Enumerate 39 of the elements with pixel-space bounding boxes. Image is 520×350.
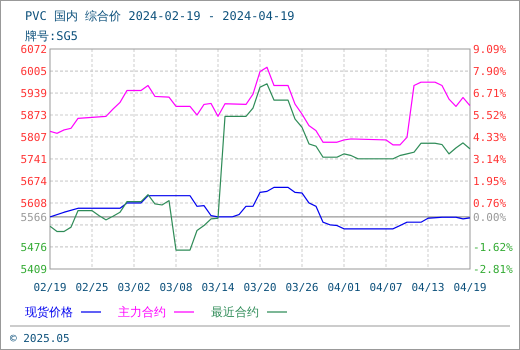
y2-tick-label: 9.09% [473, 43, 506, 56]
y-tick-label: 6005 [20, 65, 47, 78]
y2-tick-label: 3.14% [473, 153, 506, 166]
x-tick-label: 04/19 [453, 281, 487, 294]
x-tick-label: 02/25 [75, 281, 109, 294]
x-tick-label: 03/14 [201, 281, 235, 294]
y2-tick-label: 1.95% [473, 175, 506, 188]
text: © 2025.05 [10, 332, 70, 345]
y-tick-label: 5409 [20, 263, 47, 276]
legend-label: 现货价格 [25, 305, 73, 319]
x-tick-label: 03/08 [159, 281, 193, 294]
y2-tick-label: 0.76% [473, 197, 506, 210]
y-tick-label: 5476 [20, 240, 47, 254]
chart-subtitle: 牌号:SG5 [25, 29, 78, 43]
y-tick-label: 6072 [20, 43, 47, 56]
x-tick-label: 03/20 [243, 281, 277, 294]
y2-tick-label: 7.90% [473, 65, 506, 78]
x-tick-label: 04/07 [369, 281, 403, 294]
legend-label: 最近合约 [211, 305, 259, 319]
y-tick-label: 5873 [20, 109, 47, 122]
y2-tick-label: -1.62% [473, 241, 514, 254]
y2-tick-label: 5.52% [473, 109, 506, 122]
y-tick-label: 5608 [20, 196, 47, 210]
chart-title: PVC 国内 综合价 2024-02-19 - 2024-04-19 [25, 9, 295, 23]
y2-tick-label: 0.00% [473, 211, 506, 224]
x-tick-label: 04/01 [327, 281, 361, 294]
legend-label: 主力合约 [118, 305, 166, 319]
x-tick-label: 02/19 [33, 281, 67, 294]
y-tick-label: 5566 [20, 210, 47, 224]
x-tick-label: 03/26 [285, 281, 319, 294]
x-tick-label: 04/13 [411, 281, 445, 294]
y2-tick-label: -2.81% [473, 263, 514, 276]
x-tick-label: 03/02 [117, 281, 151, 294]
y-tick-label: 5807 [20, 130, 47, 144]
y2-tick-label: 6.71% [473, 87, 506, 100]
y-tick-label: 5674 [20, 175, 48, 188]
y-tick-label: 5741 [20, 152, 47, 166]
y-tick-label: 5939 [20, 87, 47, 100]
y2-tick-label: 4.33% [473, 131, 506, 144]
